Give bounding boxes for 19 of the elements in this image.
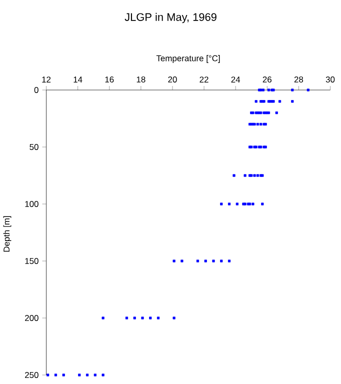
y-axis-title: Depth [m]	[3, 216, 12, 252]
x-tick-label: 28	[294, 76, 303, 82]
x-tick-label: 12	[42, 76, 50, 82]
x-tick-label: 16	[105, 76, 114, 82]
x-tick-label: 24	[231, 76, 240, 82]
y-tick-label: 200	[24, 315, 38, 321]
x-tick-label: 14	[74, 76, 82, 82]
x-tick-label: 30	[326, 76, 335, 82]
y-tick-label: 100	[25, 201, 38, 207]
y-tick-label: 0	[34, 87, 38, 93]
chart-title: JLGP in May, 1969	[124, 12, 216, 24]
x-tick-label: 18	[136, 76, 146, 82]
y-tick-label: 150	[25, 258, 38, 264]
x-tick-label: 20	[168, 76, 177, 82]
x-axis-title: Temperature [°C]	[156, 55, 220, 63]
x-tick-label: 26	[262, 76, 272, 82]
y-tick-label: 50	[30, 144, 38, 150]
x-tick-label: 22	[200, 76, 208, 82]
y-tick-label: 250	[24, 372, 38, 378]
